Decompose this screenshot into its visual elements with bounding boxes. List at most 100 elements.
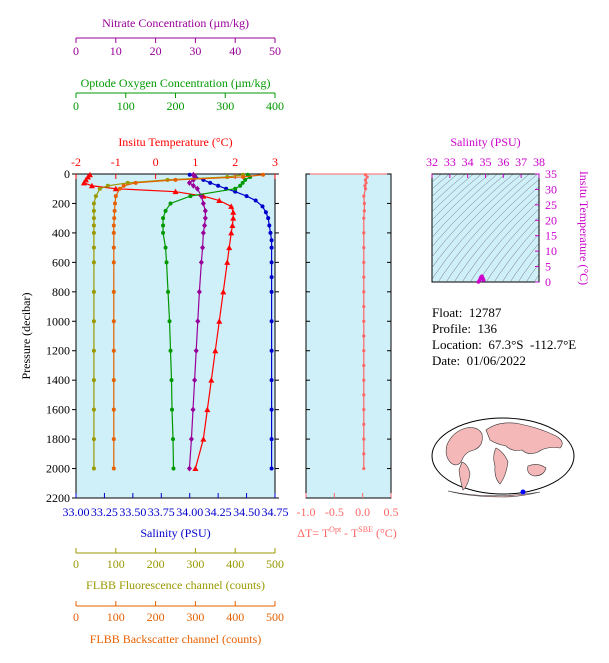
ts-temperature-axis-label: Insitu Temperature (°C)	[577, 171, 591, 285]
pressure-tick-label: 200	[52, 196, 70, 210]
delta-t-data-point	[362, 408, 366, 412]
ts-isopycnal	[432, 174, 530, 280]
oxygen-axis-label: Optode Oxygen Concentration (µm/kg)	[81, 76, 271, 90]
delta-t-data-point	[363, 184, 367, 188]
fluorescence-data-point	[105, 183, 110, 188]
oxygen-data-point	[161, 223, 166, 228]
temperature-data-point	[216, 197, 223, 204]
backscatter-data-point	[111, 260, 116, 265]
delta-t-data-point	[364, 181, 368, 185]
oxygen-data-point	[188, 194, 193, 199]
oxygen-data-point	[169, 378, 174, 383]
main-plot-area	[75, 173, 276, 499]
delta-t-tick-label: -1.0	[297, 505, 316, 519]
backscatter-tick-label: 400	[226, 610, 244, 624]
backscatter-data-point	[111, 437, 116, 442]
ts-salinity-tick-label: 34	[462, 155, 474, 169]
temperature-data-point	[172, 188, 179, 195]
salinity-tick-label: 33.75	[148, 505, 175, 519]
oxygen-data-point	[161, 216, 166, 221]
nitrate-data-point	[198, 259, 204, 266]
fluorescence-tick-label: 200	[147, 557, 165, 571]
backscatter-data-point	[121, 183, 126, 188]
salinity-tick-label: 33.00	[63, 505, 90, 519]
ts-salinity-tick-label: 37	[515, 155, 527, 169]
temperature-data-point	[224, 259, 231, 265]
fluorescence-data-point	[93, 194, 98, 199]
delta-t-data-point	[363, 173, 368, 177]
salinity-data-point	[208, 180, 213, 185]
salinity-data-point	[267, 223, 272, 228]
ts-isopycnal	[509, 242, 539, 282]
fluorescence-data-point	[91, 289, 96, 294]
salinity-data-point	[269, 319, 274, 324]
temperature-tick-label: -2	[71, 155, 81, 169]
delta-t-data-point	[363, 187, 368, 191]
ts-isopycnal	[437, 174, 538, 282]
ts-plot-area	[431, 173, 540, 283]
nitrate-data-point	[200, 244, 206, 251]
salinity-data-point	[253, 198, 258, 203]
salinity-tick-label: 34.50	[233, 505, 260, 519]
backscatter-data-point	[112, 216, 117, 221]
salinity-data-point	[244, 194, 249, 199]
salinity-data-point	[260, 204, 265, 209]
oxygen-data-point	[168, 348, 173, 353]
salinity-data-point	[269, 289, 274, 294]
ts-isopycnal	[592, 154, 609, 292]
delta-t-data-point	[362, 209, 366, 213]
temperature-data-point	[230, 215, 237, 221]
temperature-data-point	[226, 244, 233, 251]
salinity-data-point	[269, 238, 274, 243]
salinity-data-point	[269, 245, 274, 250]
nitrate-data-point	[194, 185, 200, 192]
salinity-data-point	[269, 407, 274, 412]
backscatter-data-point	[113, 194, 118, 199]
nitrate-data-point	[193, 347, 199, 354]
oxygen-data-point	[168, 201, 173, 206]
fluorescence-tick-label: 300	[186, 557, 204, 571]
backscatter-data-point	[241, 174, 246, 179]
ts-temperature-tick-label: 30	[545, 182, 557, 196]
salinity-data-point	[216, 183, 221, 188]
delta-t-data-point	[365, 175, 369, 179]
backscatter-data-point	[113, 201, 118, 206]
delta-t-tick-label: 0.0	[355, 505, 370, 519]
temperature-data-point	[200, 436, 207, 442]
ts-isopycnal	[501, 233, 539, 282]
pressure-tick-label: 400	[52, 226, 70, 240]
delta-t-data-point	[362, 437, 366, 441]
map-landmass	[447, 490, 541, 498]
pressure-tick-label: 1200	[46, 344, 70, 358]
oxygen-data-point	[171, 466, 176, 471]
delta-t-data-point	[362, 216, 366, 220]
nitrate-data-point	[202, 222, 208, 229]
fluorescence-data-point	[91, 260, 96, 265]
delta-t-data-point	[362, 275, 366, 279]
oxygen-data-point	[233, 186, 238, 191]
oxygen-data-point	[240, 180, 245, 185]
ts-temperature-tick-label: 35	[545, 167, 557, 181]
pressure-tick-label: 2000	[46, 462, 70, 476]
temperature-data-point	[216, 318, 223, 324]
nitrate-data-point	[186, 179, 192, 186]
ts-data-point	[481, 278, 486, 282]
delta-t-data-point	[362, 334, 366, 338]
delta-t-axis-label: ΔT= TOpt - TSBE (°C)	[297, 525, 397, 540]
ts-isopycnal	[469, 200, 539, 282]
backscatter-data-point	[111, 466, 116, 471]
salinity-tick-label: 33.25	[91, 505, 118, 519]
ts-temperature-tick-label: 25	[545, 198, 557, 212]
backscatter-data-point	[111, 223, 116, 228]
fluorescence-data-point	[125, 180, 130, 185]
delta-t-plot-area	[305, 173, 392, 499]
temperature-tick-label: 1	[192, 155, 198, 169]
oxygen-data-point	[243, 177, 248, 182]
temperature-data-point	[220, 288, 227, 295]
backscatter-axis-label: FLBB Backscatter channel (counts)	[90, 632, 262, 646]
ts-temperature-tick-label: 15	[545, 229, 557, 243]
delta-t-data-point	[362, 452, 366, 456]
fluorescence-data-point	[91, 223, 96, 228]
backscatter-data-point	[111, 378, 116, 383]
